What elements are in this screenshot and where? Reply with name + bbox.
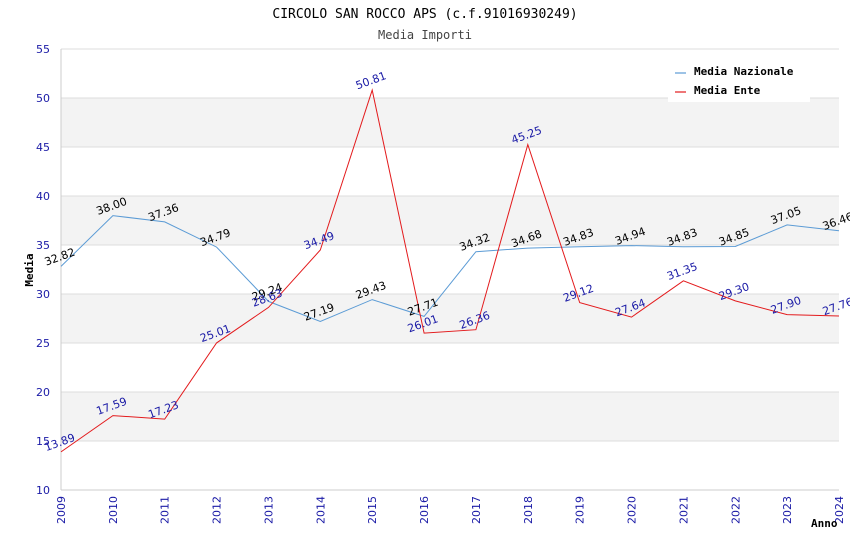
x-tick-label: 2013	[262, 496, 275, 524]
y-axis-label: Media	[23, 253, 36, 286]
x-tick-label: 2019	[574, 496, 587, 524]
x-tick-label: 2011	[159, 496, 172, 524]
x-tick-label: 2015	[366, 496, 379, 524]
data-label-media-ente: 31.35	[665, 260, 699, 283]
x-tick-label: 2016	[418, 496, 431, 524]
x-tick-label: 2009	[55, 496, 68, 524]
y-tick-labels: 10 15 20 25 30 35 40 45 50 55	[36, 43, 50, 497]
y-tick-label: 25	[36, 337, 50, 350]
x-tick-label: 2018	[522, 496, 535, 524]
chart-subtitle: Media Importi	[378, 28, 472, 42]
x-tick-label: 2017	[470, 496, 483, 524]
plot-band	[61, 294, 839, 343]
x-tick-label: 2012	[211, 496, 224, 524]
x-tick-label: 2023	[781, 496, 794, 524]
x-tick-label: 2010	[107, 496, 120, 524]
series-line-media-ente	[60, 88, 840, 453]
plot-bands	[61, 98, 839, 441]
plot-band	[61, 196, 839, 245]
x-tick-label: 2020	[626, 496, 639, 524]
x-axis-label: Anno	[811, 517, 838, 530]
series-lines	[60, 88, 840, 453]
legend-box	[668, 60, 810, 102]
y-tick-label: 45	[36, 141, 50, 154]
x-tick-label: 2022	[729, 496, 742, 524]
series-line-media-nazionale	[60, 215, 840, 323]
x-tick-label: 2021	[677, 496, 690, 524]
y-tick-label: 20	[36, 386, 50, 399]
axes	[60, 49, 839, 491]
plot-band	[61, 98, 839, 147]
y-tick-label: 10	[36, 484, 50, 497]
x-tick-label: 2014	[314, 496, 327, 524]
y-tick-label: 15	[36, 435, 50, 448]
x-tick-labels: 2009 2010 2011 2012 2013 2014 2015 2016 2017 2018…	[55, 496, 846, 524]
y-tick-label: 35	[36, 239, 50, 252]
y-tick-label: 50	[36, 92, 50, 105]
y-tick-label: 55	[36, 43, 50, 56]
legend: Media Nazionale Media Ente	[668, 60, 810, 102]
data-label-media-ente: 50.81	[354, 69, 388, 92]
legend-entry-media-nazionale: Media Nazionale	[694, 65, 794, 78]
y-tick-label: 40	[36, 190, 50, 203]
chart-title: CIRCOLO SAN ROCCO APS (c.f.91016930249)	[272, 7, 577, 22]
y-tick-label: 30	[36, 288, 50, 301]
x-tick-label: 2024	[833, 496, 846, 524]
legend-entry-media-ente: Media Ente	[694, 84, 761, 97]
plot-band	[61, 392, 839, 441]
gridlines	[61, 48, 839, 491]
